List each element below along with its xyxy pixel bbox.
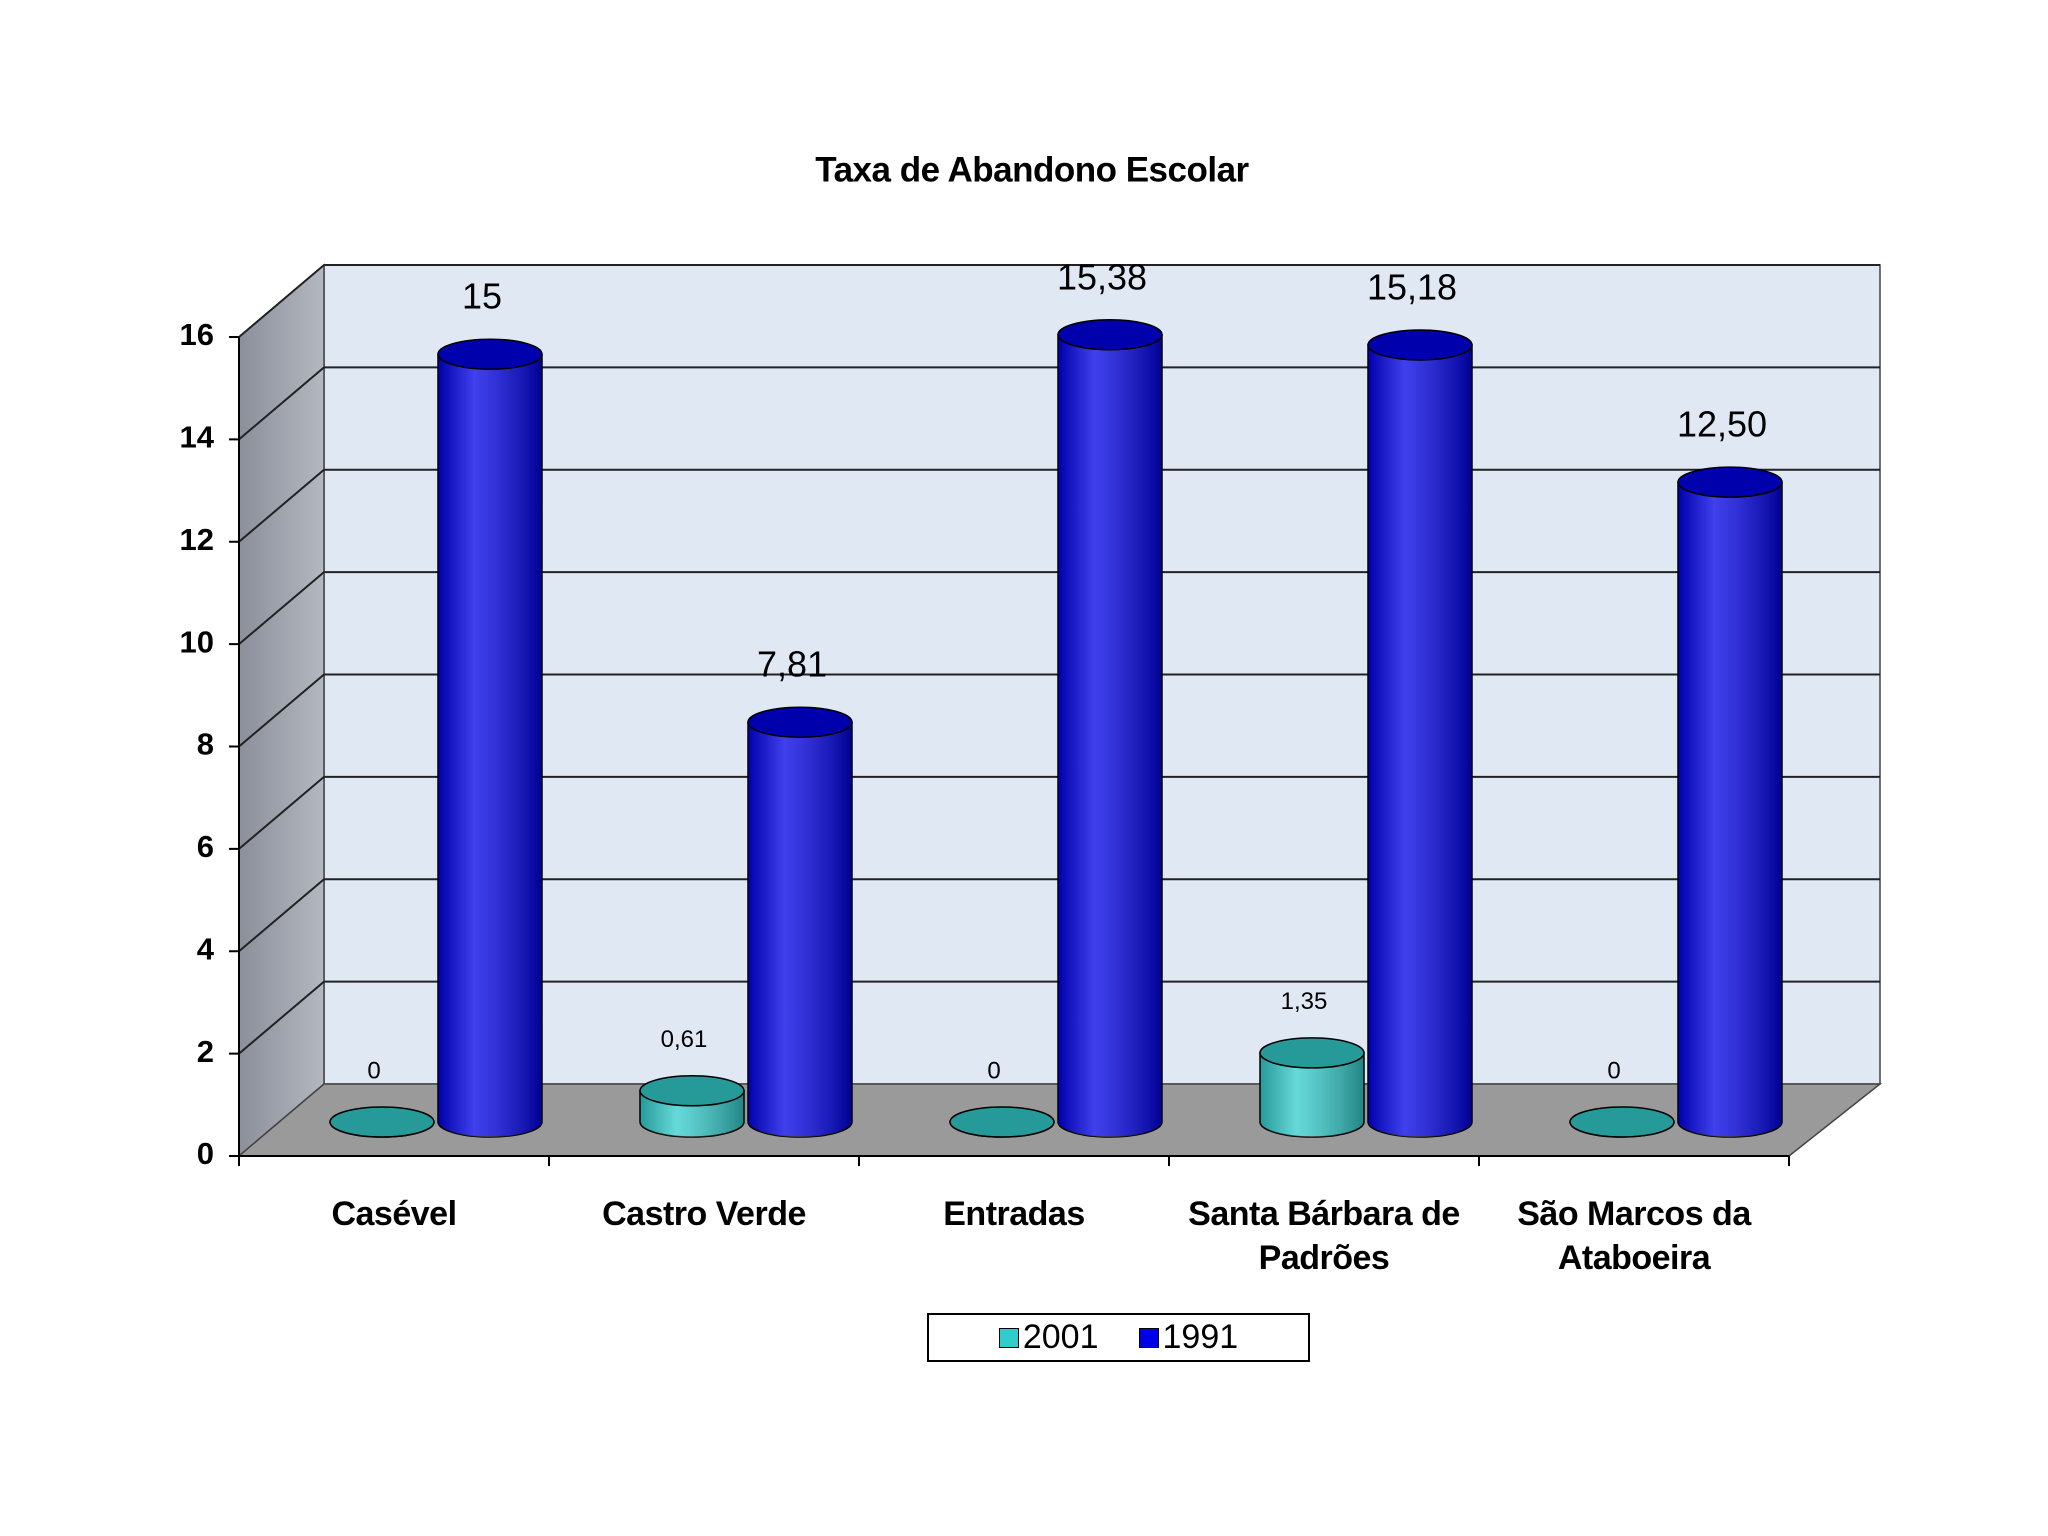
grid-line-side xyxy=(238,878,325,953)
bar-top xyxy=(329,1106,435,1138)
legend: 2001 1991 xyxy=(927,1313,1310,1362)
y-tick-label: 12 xyxy=(180,522,214,557)
bar-top-shade xyxy=(1260,1037,1364,1068)
bar-shade xyxy=(1678,482,1782,1137)
legend-label: 2001 xyxy=(1022,1318,1099,1356)
bar-top-shade xyxy=(1570,1107,1674,1137)
bar-top xyxy=(437,338,543,370)
x-tick-label: Santa Bárbara de Padrões xyxy=(1188,1195,1460,1277)
y-tick-label: 8 xyxy=(197,727,214,762)
y-tick-label: 10 xyxy=(180,624,214,659)
grid-line-side xyxy=(238,776,325,850)
bar-shade xyxy=(1368,344,1472,1137)
legend-label: 1991 xyxy=(1162,1318,1239,1356)
bar-top-shade xyxy=(1368,329,1472,360)
x-tick-label: Entradas xyxy=(943,1195,1085,1233)
chart-title: Taxa de Abandono Escolar xyxy=(815,150,1249,189)
y-tick-label: 2 xyxy=(197,1034,214,1069)
grid-line-side xyxy=(238,468,325,543)
x-tick-label: São Marcos da Ataboeira xyxy=(1517,1195,1751,1277)
data-label: 0 xyxy=(1607,1057,1620,1084)
data-label: 15,38 xyxy=(1057,256,1147,297)
data-label: 0,61 xyxy=(661,1026,708,1053)
bar-shade xyxy=(748,722,852,1137)
bar-top-shade xyxy=(640,1075,744,1106)
y-tick-label: 0 xyxy=(197,1136,214,1171)
bar-top xyxy=(639,1075,745,1107)
bar-top xyxy=(1367,329,1473,361)
bar-shade xyxy=(1058,334,1162,1138)
data-label: 15,18 xyxy=(1367,266,1457,307)
bar-top-shade xyxy=(330,1107,434,1137)
bar-top xyxy=(949,1106,1055,1138)
bar-top xyxy=(1677,466,1783,498)
y-tick-label: 4 xyxy=(197,931,215,966)
bar-top xyxy=(1259,1037,1365,1069)
data-label: 0 xyxy=(367,1057,380,1084)
bar-shade xyxy=(438,354,542,1137)
legend-swatch xyxy=(998,1327,1019,1348)
y-tick-label: 16 xyxy=(180,317,214,352)
bar-top xyxy=(747,706,853,738)
data-label: 1,35 xyxy=(1281,988,1328,1015)
bar-top-shade xyxy=(438,339,542,370)
grid-line-side xyxy=(238,673,325,748)
data-label: 0 xyxy=(987,1057,1000,1084)
grid-line-side xyxy=(238,366,325,441)
data-label: 15 xyxy=(462,276,502,317)
grid-line-side xyxy=(238,571,325,645)
x-tick-label: Casével xyxy=(331,1195,457,1233)
legend-item: 2001 xyxy=(998,1318,1099,1357)
bar-top xyxy=(1057,318,1163,351)
y-tick-label: 14 xyxy=(180,420,215,455)
bar-top xyxy=(1569,1106,1675,1138)
bar-top-shade xyxy=(950,1107,1054,1137)
x-tick-label: Castro Verde xyxy=(602,1195,806,1233)
grid-line-side xyxy=(238,980,325,1055)
bar-top-shade xyxy=(1058,319,1162,350)
bar-top-shade xyxy=(1678,467,1782,498)
bar-top-shade xyxy=(748,707,852,738)
data-label: 7,81 xyxy=(757,644,827,685)
legend-swatch xyxy=(1138,1327,1159,1348)
grid-line-side xyxy=(238,264,325,338)
bar-shade xyxy=(1260,1052,1364,1137)
legend-item: 1991 xyxy=(1138,1318,1239,1357)
data-label: 12,50 xyxy=(1677,404,1767,445)
y-tick-label: 6 xyxy=(197,829,214,864)
